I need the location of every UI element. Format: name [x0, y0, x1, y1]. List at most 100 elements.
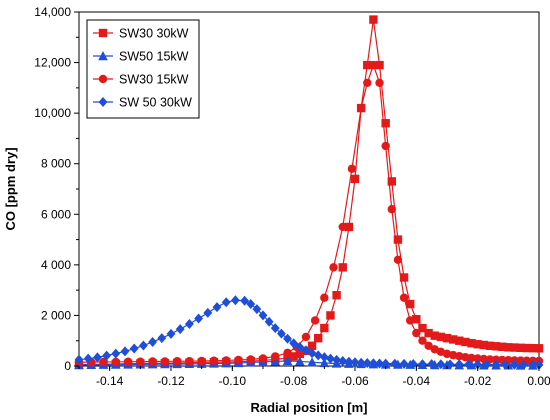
data-point	[399, 358, 409, 369]
y-tick-label: 10,000	[34, 106, 71, 120]
data-point	[510, 359, 519, 370]
legend-item: SW30 30kW	[93, 27, 189, 41]
data-point	[314, 333, 323, 343]
data-point	[399, 273, 409, 282]
data-point	[344, 222, 354, 232]
data-point	[332, 354, 341, 365]
data-point	[139, 340, 148, 351]
data-point	[363, 60, 372, 70]
data-point	[338, 263, 347, 272]
data-point	[485, 341, 495, 350]
data-point	[289, 352, 298, 361]
data-point	[399, 293, 409, 302]
data-point	[329, 263, 338, 272]
data-point	[83, 353, 93, 364]
data-point	[412, 328, 421, 338]
legend-marker	[98, 74, 108, 84]
x-axis: -0.14 -0.12 -0.10 -0.08 -0.06 -0.04 -0.02 0.00	[78, 366, 550, 388]
data-point	[120, 346, 130, 357]
data-point	[528, 359, 538, 370]
data-point	[381, 141, 390, 151]
data-point	[313, 350, 323, 361]
data-point	[356, 103, 366, 113]
data-point	[234, 355, 243, 365]
data-point	[102, 350, 111, 361]
y-axis-title: CO [ppm dry]	[3, 147, 18, 230]
data-point	[326, 353, 335, 364]
data-point	[482, 359, 492, 370]
data-point	[412, 315, 421, 324]
y-tick-label: 14,000	[34, 5, 71, 19]
data-point	[99, 357, 108, 367]
data-point	[461, 337, 470, 347]
data-point	[320, 293, 329, 302]
data-point	[375, 358, 384, 369]
data-point	[111, 348, 121, 359]
data-point	[277, 328, 286, 339]
data-point	[381, 119, 390, 128]
data-point	[418, 323, 427, 333]
data-point	[479, 340, 488, 350]
x-tick-label: -0.08	[280, 374, 308, 388]
data-point	[510, 343, 519, 352]
series-diamond	[74, 295, 544, 370]
data-point	[320, 323, 329, 333]
data-point	[129, 343, 139, 354]
data-point	[375, 78, 384, 88]
data-point	[534, 344, 544, 353]
data-point	[418, 359, 427, 370]
data-point	[295, 349, 304, 359]
data-point	[427, 359, 437, 370]
data-point	[222, 356, 231, 365]
legend-label: SW30 15kW	[119, 73, 189, 87]
data-point	[258, 310, 268, 321]
data-point	[252, 304, 262, 315]
x-tick-label: -0.04	[403, 374, 431, 388]
data-point	[93, 352, 102, 363]
legend-marker	[98, 97, 108, 107]
y-tick-label: 6 000	[41, 207, 71, 221]
legend-item: SW30 15kW	[93, 73, 189, 87]
data-point	[424, 328, 433, 338]
x-tick-label: -0.12	[157, 374, 185, 388]
data-point	[264, 316, 274, 327]
data-point	[111, 357, 121, 367]
data-point	[319, 357, 330, 368]
data-point	[148, 357, 157, 366]
data-point	[350, 357, 360, 368]
data-point	[185, 356, 194, 366]
data-point	[369, 358, 378, 369]
data-point	[467, 353, 476, 363]
x-tick-label: -0.14	[96, 374, 124, 388]
data-point	[197, 356, 206, 366]
data-point	[534, 359, 544, 370]
y-tick-label: 4 000	[41, 258, 71, 272]
legend-marker	[98, 28, 108, 38]
data-point	[271, 352, 280, 361]
data-point	[350, 174, 360, 184]
legend-marker	[98, 51, 108, 61]
data-point	[172, 356, 182, 366]
y-tick-label: 0	[64, 359, 71, 373]
legend-item: SW 50 30kW	[93, 96, 192, 110]
data-point	[203, 307, 213, 318]
data-point	[338, 355, 348, 366]
data-point	[491, 342, 501, 351]
data-point	[240, 295, 249, 306]
data-point	[464, 359, 473, 370]
data-point	[356, 357, 366, 368]
data-point	[445, 359, 455, 370]
data-point	[258, 354, 268, 363]
data-point	[467, 339, 476, 348]
data-point	[270, 356, 281, 366]
data-point	[381, 358, 391, 369]
data-point	[455, 336, 464, 345]
data-point	[387, 177, 396, 186]
data-point	[408, 358, 418, 369]
data-point	[473, 354, 482, 363]
data-point	[326, 311, 335, 320]
data-point	[301, 332, 311, 342]
data-point	[442, 333, 452, 343]
data-point	[246, 355, 255, 364]
